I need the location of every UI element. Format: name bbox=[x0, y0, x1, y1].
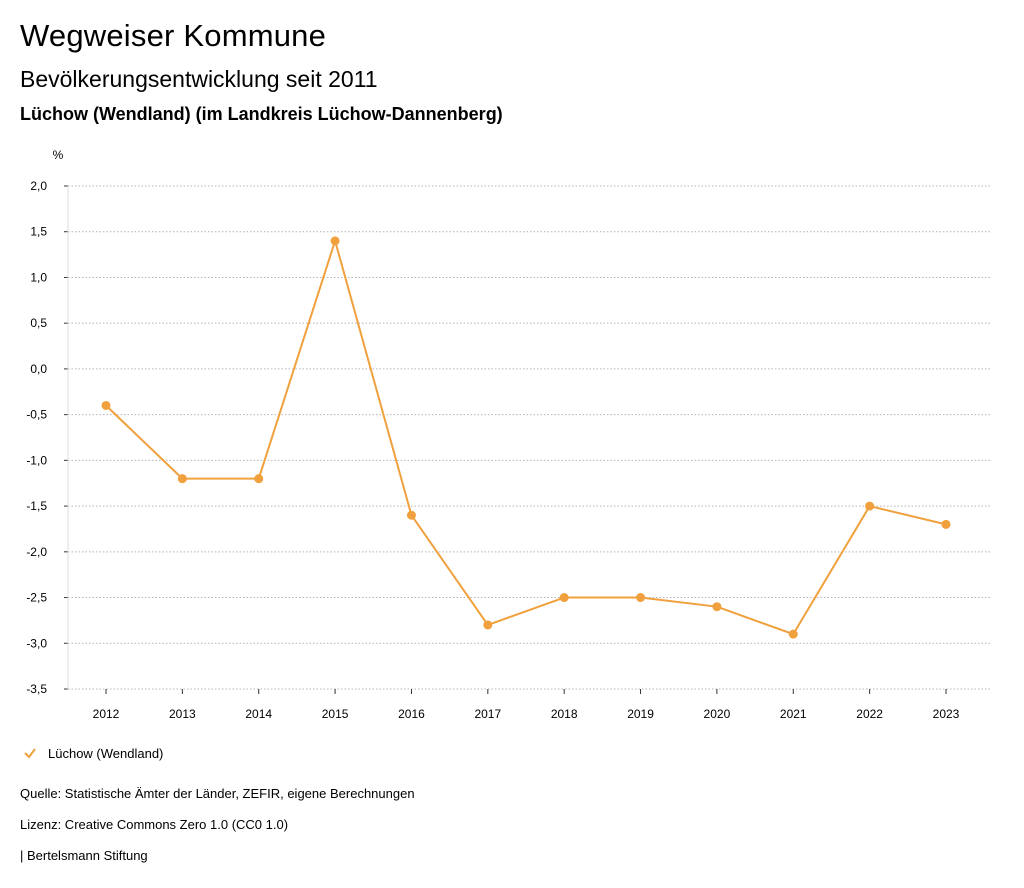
organization-note: | Bertelsmann Stiftung bbox=[20, 848, 148, 863]
y-tick-label: -3,0 bbox=[26, 636, 47, 650]
y-tick-label: -1,0 bbox=[26, 453, 47, 467]
line-chart: % 2,0 1,5 1,0 0,5 0,0 -0,5 -1,0 -1,5 -2,0 -2,5 -3,0… bbox=[26, 148, 990, 721]
x-tick-label: 2019 bbox=[627, 707, 654, 721]
check-icon bbox=[24, 748, 36, 759]
data-point bbox=[788, 629, 798, 639]
data-point bbox=[941, 519, 951, 529]
data-point bbox=[865, 501, 875, 511]
x-tick-label: 2022 bbox=[856, 707, 883, 721]
data-point bbox=[712, 602, 722, 612]
source-note: Quelle: Statistische Ämter der Länder, Z… bbox=[20, 786, 415, 801]
data-point bbox=[254, 474, 264, 484]
chart-subtitle: Bevölkerungsentwicklung seit 2011 bbox=[20, 66, 378, 92]
x-tick-label: 2014 bbox=[245, 707, 272, 721]
x-tick-label: 2013 bbox=[169, 707, 196, 721]
x-tick-label: 2020 bbox=[704, 707, 731, 721]
y-tick-label: 1,5 bbox=[30, 225, 47, 239]
data-point bbox=[177, 474, 187, 484]
license-note: Lizenz: Creative Commons Zero 1.0 (CC0 1… bbox=[20, 817, 289, 832]
x-tick-label: 2017 bbox=[474, 707, 501, 721]
y-tick-label: -3,5 bbox=[26, 682, 47, 696]
region-label: Lüchow (Wendland) (im Landkreis Lüchow-D… bbox=[20, 104, 503, 124]
series-line bbox=[105, 239, 947, 636]
y-tick-label: 2,0 bbox=[30, 179, 47, 193]
x-tick-label: 2012 bbox=[93, 707, 120, 721]
x-tick-label: 2021 bbox=[780, 707, 807, 721]
y-tick-label: -1,5 bbox=[26, 499, 47, 513]
y-tick-label: 0,0 bbox=[30, 362, 47, 376]
x-tick-label: 2016 bbox=[398, 707, 425, 721]
data-point bbox=[101, 400, 111, 410]
data-point bbox=[636, 593, 646, 603]
y-tick-label: 1,0 bbox=[30, 270, 47, 284]
page-title: Wegweiser Kommune bbox=[20, 18, 327, 53]
y-axis-unit: % bbox=[53, 148, 64, 162]
legend-label: Lüchow (Wendland) bbox=[48, 745, 164, 761]
data-point bbox=[406, 510, 416, 520]
x-tick-label: 2023 bbox=[933, 707, 960, 721]
y-tick-label: -2,5 bbox=[26, 591, 47, 605]
data-point bbox=[330, 236, 340, 246]
legend[interactable]: Lüchow (Wendland) bbox=[22, 745, 163, 761]
y-tick-label: 0,5 bbox=[30, 316, 47, 330]
data-point bbox=[559, 593, 569, 603]
y-tick-label: -0,5 bbox=[26, 408, 47, 422]
x-tick-label: 2015 bbox=[322, 707, 349, 721]
data-point bbox=[483, 620, 493, 630]
x-tick-label: 2018 bbox=[551, 707, 578, 721]
y-tick-label: -2,0 bbox=[26, 545, 47, 559]
